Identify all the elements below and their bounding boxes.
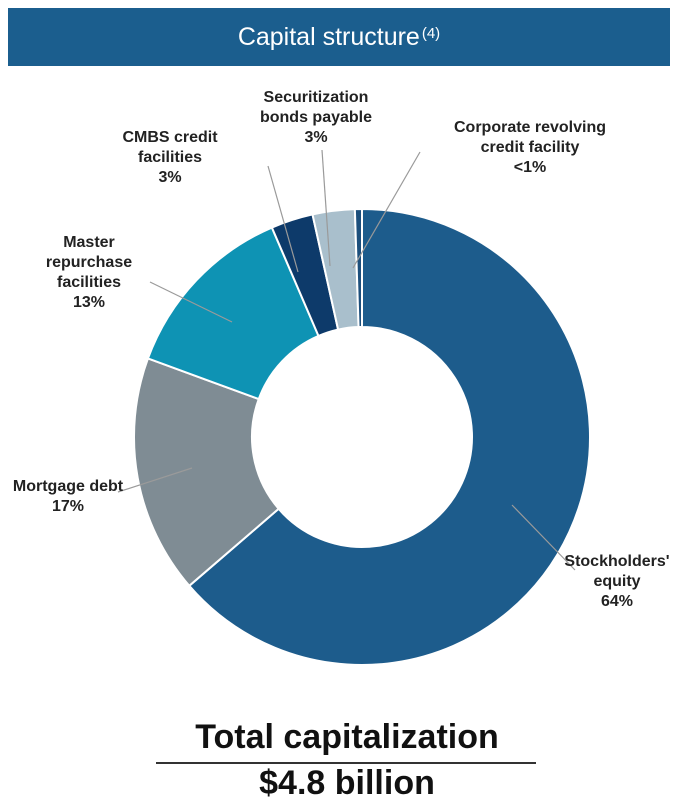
leader-line <box>149 281 233 323</box>
slice-name: CMBS credit facilities <box>122 129 218 166</box>
title-bar: Capital structure (4) <box>8 8 670 66</box>
leader-line <box>117 467 193 493</box>
slice-name: Securitization bonds payable <box>259 89 373 126</box>
slice-label: CMBS credit facilities 3% <box>110 128 230 188</box>
leader-line <box>511 504 576 571</box>
leader-line <box>267 165 299 273</box>
slice-name: Master repurchase facilities <box>45 234 133 291</box>
total-label: Total capitalization <box>195 718 499 756</box>
slice-value: 17% <box>51 498 85 515</box>
slice-name: Mortgage debt <box>12 478 124 495</box>
chart-title: Capital structure <box>237 22 420 51</box>
slice <box>187 207 591 666</box>
slice <box>133 357 281 588</box>
slice-label: Master repurchase facilities 13% <box>24 233 154 313</box>
leader-line <box>321 149 331 267</box>
slice-value: 13% <box>72 294 106 311</box>
title-note: (4) <box>421 24 441 42</box>
slice-value: 3% <box>304 129 328 146</box>
slice-label: Mortgage debt 17% <box>8 477 128 517</box>
leader-line <box>352 151 421 269</box>
slice-value: 3% <box>158 169 182 186</box>
slice-name: Corporate revolving credit facility <box>453 119 607 156</box>
slice-value: <1% <box>513 159 547 176</box>
slice-label: Securitization bonds payable 3% <box>240 88 392 148</box>
slice <box>353 207 363 329</box>
slice-value: 64% <box>600 593 634 610</box>
total-value: $4.8 billion <box>259 764 435 802</box>
divider <box>156 762 536 764</box>
slice-label: Corporate revolving credit facility <1% <box>430 118 630 178</box>
slice-label: Stockholders' equity 64% <box>547 552 687 612</box>
slice-name: Stockholders' equity <box>564 553 670 590</box>
